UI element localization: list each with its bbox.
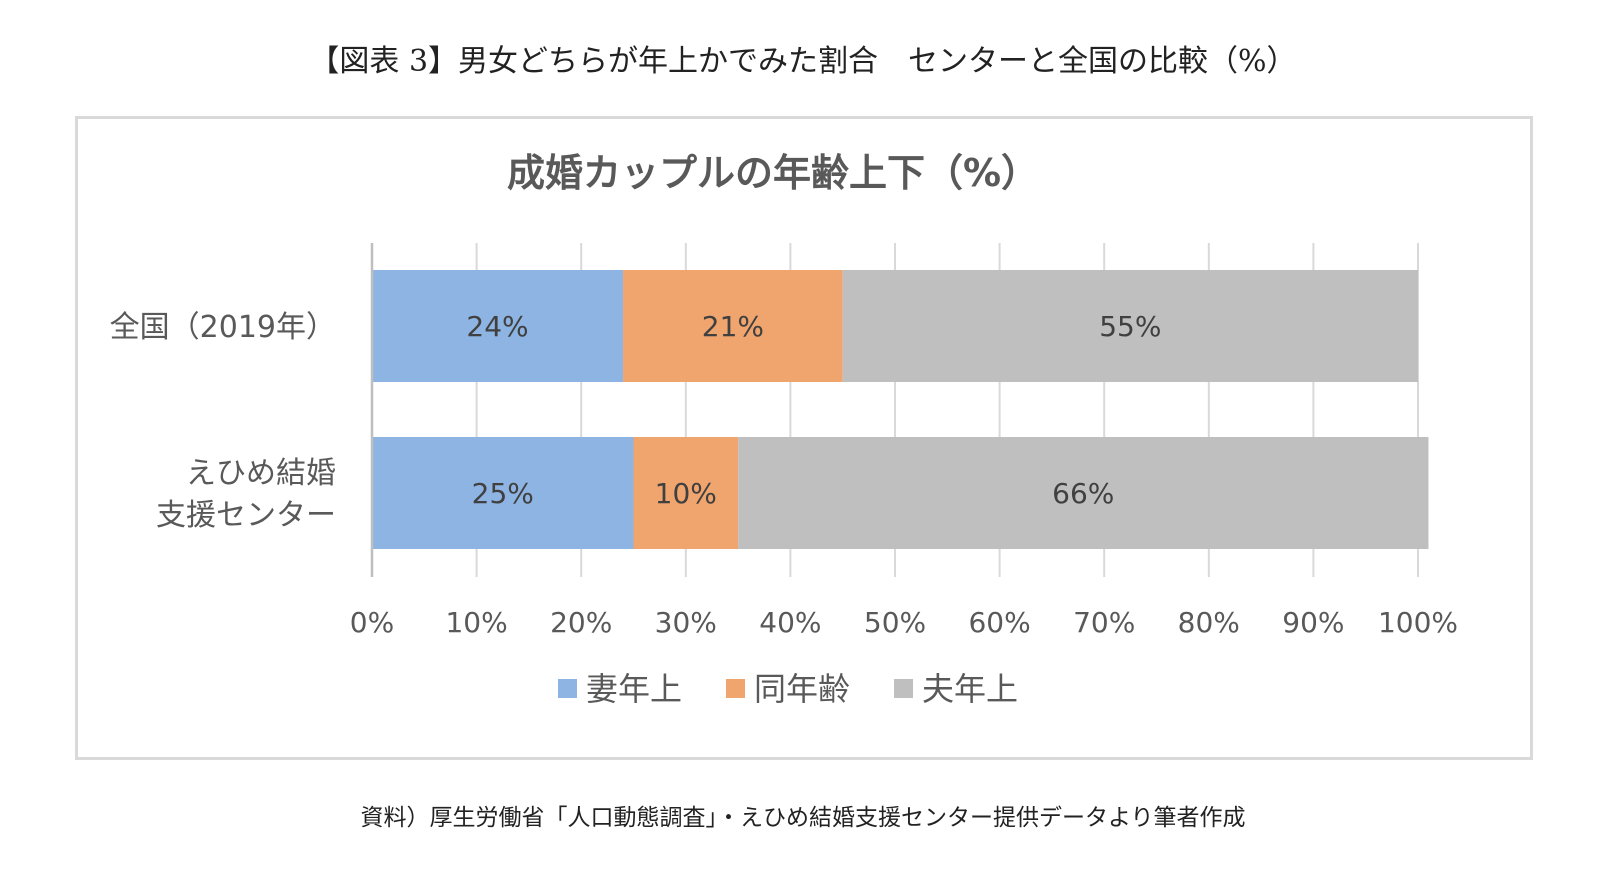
x-tick-label: 90% (1282, 606, 1344, 639)
data-label: 25% (472, 477, 534, 510)
x-tick-label: 80% (1178, 606, 1240, 639)
bar-segment (842, 270, 1418, 382)
x-tick-label: 40% (759, 606, 821, 639)
x-tick-label: 20% (550, 606, 612, 639)
data-label: 10% (655, 477, 717, 510)
x-tick-label: 60% (968, 606, 1030, 639)
x-tick-label: 10% (445, 606, 507, 639)
bar-segment (372, 270, 624, 382)
figure-title: 【図表 3】男女どちらが年上かでみた割合 センターと全国の比較（%） (309, 44, 1297, 79)
bar-segment (372, 437, 634, 549)
data-label: 66% (1052, 477, 1114, 510)
source-note: 資料）厚生労働省「人口動態調査」・えひめ結婚支援センター提供データより筆者作成 (360, 805, 1246, 831)
legend-swatch (726, 679, 745, 698)
legend-swatch (894, 679, 913, 698)
x-tick-label: 100% (1378, 606, 1458, 639)
legend-label: 妻年上 (586, 670, 682, 708)
x-tick-label: 50% (864, 606, 926, 639)
bar-segment (633, 437, 739, 549)
data-label: 24% (466, 310, 528, 343)
data-label: 21% (702, 310, 764, 343)
chart-title: 成婚カップルの年齢上下（%） (507, 151, 1039, 195)
category-label: 全国（2019年） (110, 310, 336, 345)
x-tick-label: 0% (350, 606, 394, 639)
chart-frame: 成婚カップルの年齢上下（%） 24% 21% 55% 25% 10% 66% 0% 10% 2… (75, 116, 1533, 760)
category-label: 支援センター (156, 498, 336, 533)
bars: 24% 21% 55% 25% 10% 66% (372, 270, 1429, 549)
bar-segment (623, 270, 843, 382)
legend-swatch (558, 679, 577, 698)
data-label: 55% (1099, 310, 1161, 343)
x-tick-label: 30% (655, 606, 717, 639)
legend-label: 同年齢 (754, 670, 850, 708)
x-tick-label: 70% (1073, 606, 1135, 639)
legend: 妻年上 同年齢 夫年上 (558, 670, 1018, 708)
legend-label: 夫年上 (922, 670, 1018, 708)
axes: 0% 10% 20% 30% 40% 50% 60% 70% 80% 90% 100% 全国（2019… (110, 243, 1458, 639)
category-label: えひめ結婚 (186, 456, 336, 491)
chart-svg: 成婚カップルの年齢上下（%） 24% 21% 55%25% 10% 66% 0% 10% 2… (110, 151, 1458, 708)
bar-segment (738, 437, 1429, 549)
